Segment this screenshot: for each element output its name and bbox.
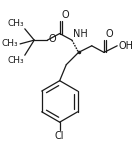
Text: O: O <box>105 29 113 39</box>
Text: O: O <box>61 10 69 20</box>
Text: NH: NH <box>73 29 88 39</box>
Text: Cl: Cl <box>55 131 64 141</box>
Text: CH₃: CH₃ <box>2 39 18 48</box>
Text: CH₃: CH₃ <box>7 19 24 28</box>
Text: CH₃: CH₃ <box>7 56 24 65</box>
Text: O: O <box>48 34 56 44</box>
Text: OH: OH <box>118 41 133 51</box>
